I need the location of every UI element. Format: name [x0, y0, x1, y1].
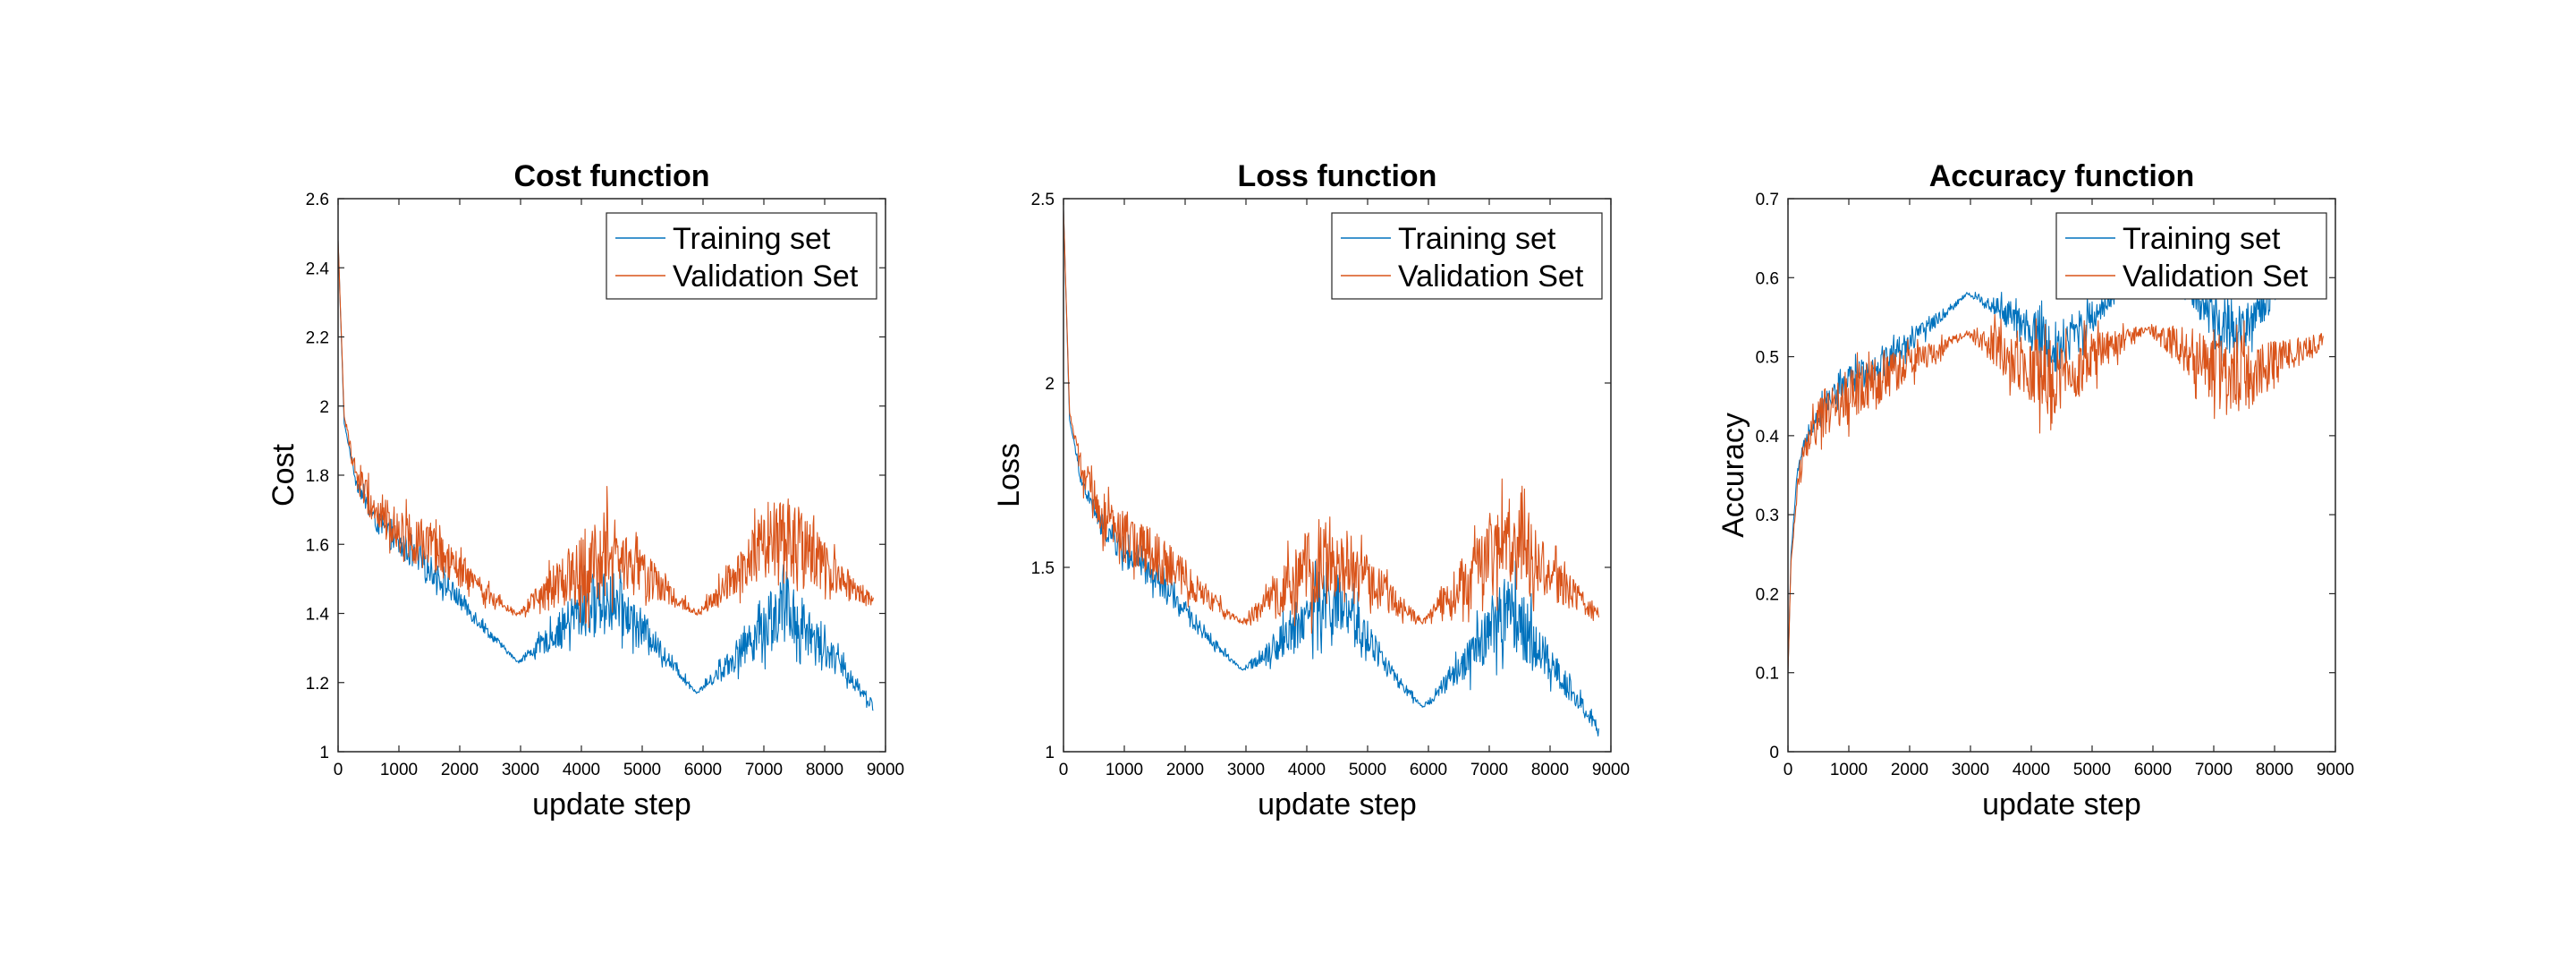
series-validation-line [1788, 313, 2324, 673]
y-tick-label: 2 [319, 398, 329, 417]
y-tick-label: 0.1 [1756, 665, 1779, 684]
x-tick-label: 6000 [1410, 761, 1447, 779]
axes-box [1787, 198, 2336, 753]
chart-title: Cost function [513, 159, 709, 193]
x-tick-label: 3000 [1227, 761, 1265, 779]
x-tick-label: 5000 [1349, 761, 1386, 779]
chart-title: Accuracy function [1929, 159, 2195, 193]
x-tick-label: 4000 [2012, 761, 2050, 779]
y-tick-label: 0.2 [1756, 585, 1779, 604]
legend-label-validation: Validation Set [673, 260, 859, 294]
x-tick-label: 3000 [502, 761, 539, 779]
legend-box [2055, 212, 2327, 300]
x-tick-label: 6000 [684, 761, 722, 779]
x-axis-label: update step [1982, 787, 2141, 822]
axes-box [1063, 198, 1612, 753]
x-tick-label: 4000 [1288, 761, 1326, 779]
x-tick-label: 4000 [563, 761, 600, 779]
x-tick-label: 0 [1784, 761, 1793, 779]
series-training-line [338, 240, 874, 711]
y-tick-label: 0 [1769, 744, 1779, 762]
chart-cost: 0 1000 2000 3000 4000 5000 6000 7000 8000 9000 1 1.… [267, 159, 904, 822]
x-tick-label: 9000 [867, 761, 904, 779]
chart-loss: 0 1000 2000 3000 4000 5000 6000 7000 8000 9000 1 1.… [992, 159, 1630, 822]
y-axis-label: Loss [992, 443, 1026, 507]
y-tick-label: 2.4 [306, 260, 330, 278]
chart-title: Loss function [1238, 159, 1437, 193]
legend: Training set Validation Set [606, 212, 877, 300]
x-tick-label: 7000 [1470, 761, 1508, 779]
legend-label-validation: Validation Set [2123, 260, 2309, 294]
x-axis-label: update step [532, 787, 691, 822]
chart-accuracy: 0 1000 2000 3000 4000 5000 6000 7000 8000 9000 0 0.… [1716, 159, 2354, 822]
x-tick-label: 0 [334, 761, 343, 779]
y-tick-label: 1 [1045, 744, 1055, 762]
series-training-line [1788, 241, 2324, 673]
x-tick-label: 8000 [2256, 761, 2293, 779]
y-tick-label: 1.6 [306, 536, 329, 555]
x-tick-label: 9000 [1592, 761, 1630, 779]
legend-label-validation: Validation Set [1398, 260, 1584, 294]
series-training-line [1063, 209, 1599, 737]
legend-label-training: Training set [1398, 222, 1556, 256]
x-tick-label: 8000 [1531, 761, 1569, 779]
y-tick-label: 2.5 [1031, 191, 1055, 209]
x-tick-label: 2000 [441, 761, 479, 779]
legend: Training set Validation Set [1331, 212, 1603, 300]
y-axis-label: Accuracy [1716, 413, 1750, 538]
series-validation-line [1063, 209, 1599, 634]
x-tick-label: 0 [1059, 761, 1069, 779]
x-tick-label: 3000 [1952, 761, 1989, 779]
x-tick-label: 9000 [2317, 761, 2354, 779]
x-tick-label: 1000 [380, 761, 418, 779]
legend-box [606, 212, 877, 300]
x-axis-label: update step [1258, 787, 1417, 822]
y-tick-label: 1.5 [1031, 559, 1055, 578]
series-group [1788, 241, 2324, 673]
series-validation-line [338, 240, 874, 628]
legend-label-training: Training set [673, 222, 831, 256]
y-tick-label: 0.5 [1756, 349, 1779, 368]
y-tick-label: 1.8 [306, 467, 329, 486]
y-tick-label: 0.3 [1756, 507, 1779, 525]
y-tick-label: 2 [1045, 375, 1055, 394]
series-group [338, 240, 874, 711]
x-tick-label: 5000 [2073, 761, 2111, 779]
x-tick-label: 7000 [2195, 761, 2233, 779]
x-tick-label: 1000 [1106, 761, 1143, 779]
y-tick-label: 2.2 [306, 329, 329, 348]
y-tick-label: 1 [319, 744, 329, 762]
y-tick-label: 0.7 [1756, 191, 1779, 209]
x-tick-label: 2000 [1891, 761, 1928, 779]
x-tick-label: 6000 [2134, 761, 2172, 779]
y-tick-label: 0.6 [1756, 269, 1779, 288]
x-tick-label: 8000 [806, 761, 843, 779]
x-tick-label: 5000 [623, 761, 661, 779]
x-tick-label: 2000 [1166, 761, 1204, 779]
legend-label-training: Training set [2123, 222, 2281, 256]
y-tick-label: 1.4 [306, 606, 330, 625]
y-tick-label: 2.6 [306, 191, 329, 209]
x-tick-label: 7000 [745, 761, 783, 779]
legend-box [1331, 212, 1603, 300]
x-tick-label: 1000 [1830, 761, 1868, 779]
y-tick-label: 1.2 [306, 675, 329, 694]
legend: Training set Validation Set [2055, 212, 2327, 300]
y-axis-label: Cost [267, 443, 301, 506]
series-group [1063, 209, 1599, 737]
y-tick-label: 0.4 [1756, 428, 1780, 447]
